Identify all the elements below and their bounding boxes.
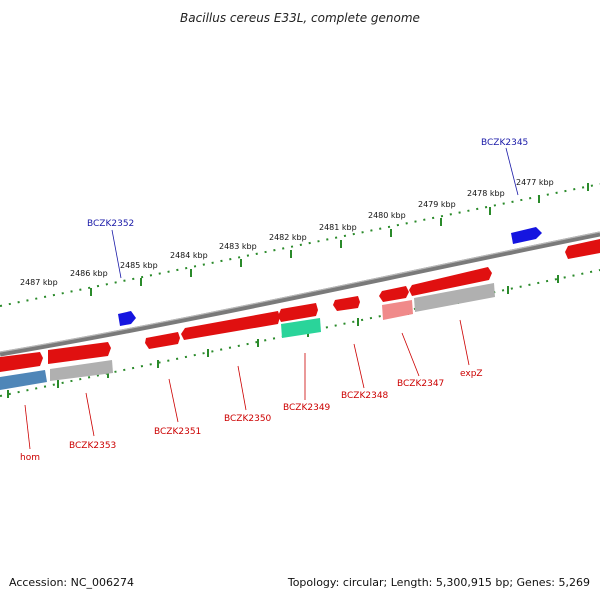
label-bczk2352: BCZK2352: [87, 219, 134, 229]
feature-expz-gray[interactable]: [414, 283, 495, 312]
reverse-strand-genes: [118, 227, 542, 326]
feature-bczk2349-teal[interactable]: [281, 318, 321, 338]
genome-backbone-highlight: [0, 231, 600, 353]
kbp-label: 2486 kbp: [70, 269, 108, 278]
label-expz: expZ: [460, 369, 483, 379]
kbp-label: 2484 kbp: [170, 251, 208, 260]
leader-lines: [24, 319, 470, 450]
leader-bczk2347: [401, 332, 420, 377]
gene-bczk2351[interactable]: [145, 332, 180, 349]
leader-bczk2353: [85, 392, 95, 437]
kbp-label: 2477 kbp: [516, 178, 554, 187]
leader-bczk2345: [505, 147, 519, 196]
outer-tick-ring: [0, 183, 600, 307]
kbp-label: 2478 kbp: [467, 189, 505, 198]
forward-strand-genes: [0, 239, 600, 372]
leader-expz: [459, 319, 470, 366]
accession-text: Accession: NC_006274: [9, 576, 134, 589]
gene-expz[interactable]: [409, 267, 492, 296]
gene-right-edge[interactable]: [565, 239, 600, 259]
label-bczk2347: BCZK2347: [397, 379, 444, 389]
map-title: Bacillus cereus E33L, complete genome: [180, 11, 420, 25]
leader-lines-top: [111, 147, 519, 279]
genome-backbone: [0, 231, 600, 357]
gene-bczk2353[interactable]: [48, 342, 111, 364]
leader-hom: [24, 404, 31, 450]
feature-bczk2347-pink[interactable]: [382, 300, 413, 320]
label-bczk2353: BCZK2353: [69, 441, 116, 451]
label-bczk2351: BCZK2351: [154, 427, 201, 437]
label-bczk2349: BCZK2349: [283, 403, 331, 413]
gene-bczk2349[interactable]: [278, 303, 318, 322]
kbp-label: 2479 kbp: [418, 200, 456, 209]
gene-bczk2347[interactable]: [379, 286, 409, 302]
gene-bczk2350[interactable]: [181, 311, 280, 340]
feature-bczk2353-gray[interactable]: [50, 360, 113, 381]
kbp-label: 2482 kbp: [269, 233, 307, 242]
label-hom: hom: [20, 453, 40, 463]
kbp-label: 2483 kbp: [219, 242, 257, 251]
kbp-label: 2481 kbp: [319, 223, 357, 232]
leader-bczk2351: [168, 378, 179, 423]
gene-bczk2352[interactable]: [118, 311, 136, 326]
leader-bczk2348: [353, 343, 365, 389]
topology-text: Topology: circular; Length: 5,300,915 bp…: [287, 576, 590, 589]
kbp-label: 2480 kbp: [368, 211, 406, 220]
gene-labels: hom BCZK2353 BCZK2351 BCZK2350 BCZK2349 …: [20, 138, 528, 463]
gene-bczk2348[interactable]: [333, 296, 360, 311]
gene-hom[interactable]: [0, 352, 43, 372]
label-bczk2350: BCZK2350: [224, 414, 272, 424]
kbp-label: 2485 kbp: [120, 261, 158, 270]
leader-bczk2352: [111, 229, 122, 279]
lower-track-features: [0, 283, 495, 390]
kbp-ticks: 2487 kbp 2486 kbp 2485 kbp 2484 kbp 2483 kbp…: [20, 178, 589, 296]
label-bczk2348: BCZK2348: [341, 391, 389, 401]
feature-hom-blue[interactable]: [0, 370, 47, 390]
gene-bczk2345[interactable]: [511, 227, 542, 244]
kbp-label: 2487 kbp: [20, 278, 58, 287]
label-bczk2345: BCZK2345: [481, 138, 528, 148]
leader-bczk2350: [237, 365, 247, 411]
